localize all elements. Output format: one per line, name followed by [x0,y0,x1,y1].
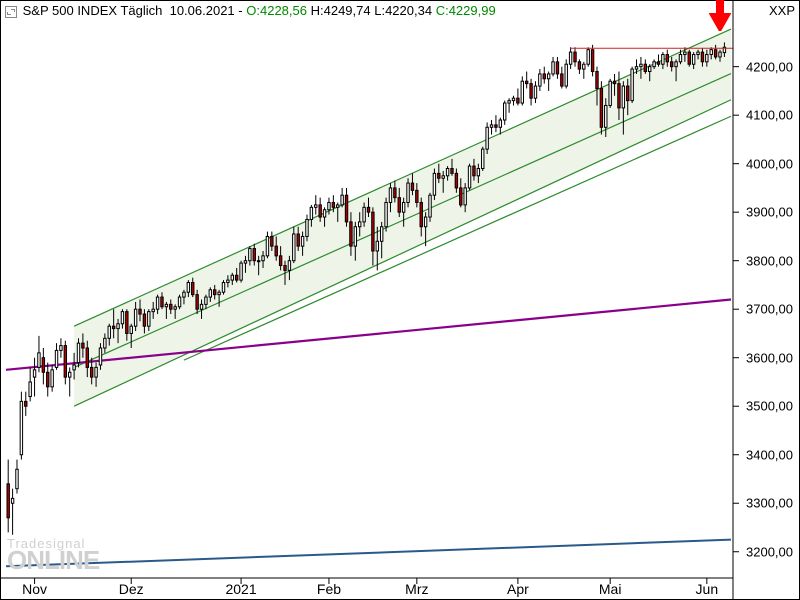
instrument-name: S&P 500 INDEX [23,3,117,18]
exchange-label: XXP [769,3,795,18]
ohlc-open: 4228,56 [260,3,307,18]
y-axis-label: 3400,00 [746,447,793,462]
ma-blue [6,540,731,567]
watermark: Tradesignal ONLINE [7,538,99,571]
x-axis-label: Jun [696,581,719,597]
x-axis-label: Apr [507,581,529,597]
x-axis-label: Mrz [405,581,428,597]
chart-header: S&P 500 INDEX Täglich 10.06.2021 - O:422… [5,3,496,18]
date-label: 10.06.2021 [170,3,235,18]
x-axis-label: Feb [317,581,341,597]
ohlc-low: 4220,34 [385,3,432,18]
y-axis-label: 3500,00 [746,399,793,414]
y-axis-label: 4100,00 [746,108,793,123]
y-axis-label: 3700,00 [746,302,793,317]
ohlc-close: 4229,99 [449,3,496,18]
period-label: Täglich [120,3,162,18]
watermark-line2: ONLINE [7,549,99,571]
y-axis-label: 4200,00 [746,59,793,74]
candlestick-icon [5,6,17,18]
y-axis-label: 4000,00 [746,156,793,171]
y-axis-label: 3900,00 [746,205,793,220]
chart-container: S&P 500 INDEX Täglich 10.06.2021 - O:422… [0,0,800,600]
chart-plot[interactable] [1,1,800,600]
y-axis-label: 3200,00 [746,544,793,559]
x-axis-label: Dez [119,581,144,597]
x-axis-label: 2021 [225,581,256,597]
y-axis-label: 3800,00 [746,253,793,268]
y-axis-label: 3300,00 [746,496,793,511]
y-axis-label: 3600,00 [746,350,793,365]
ohlc-high: 4249,74 [324,3,371,18]
x-axis-label: Nov [22,581,47,597]
x-axis-label: Mai [599,581,622,597]
down-arrow-icon [709,0,731,31]
